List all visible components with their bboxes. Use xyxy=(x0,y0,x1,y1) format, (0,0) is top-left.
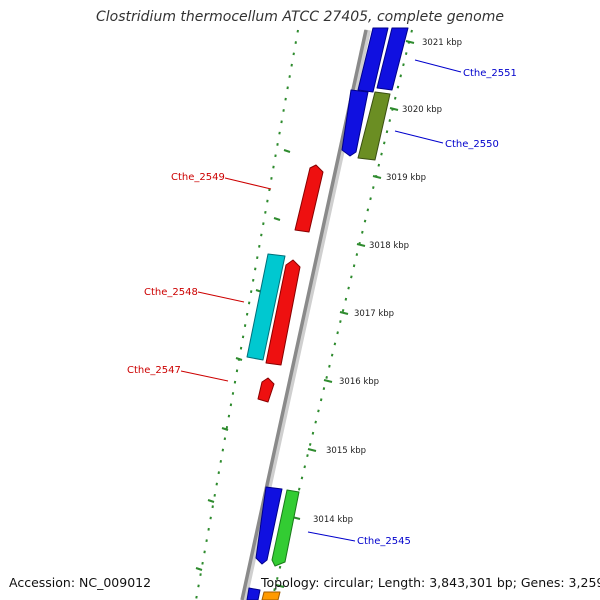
cds-red-feature[interactable] xyxy=(294,164,324,233)
cds-cyan-feature[interactable] xyxy=(246,253,286,361)
leader-cthe-2551 xyxy=(414,59,462,73)
leader-cthe-2548 xyxy=(197,291,245,303)
kbp-label: 3019 kbp xyxy=(386,173,426,183)
kbp-label: 3018 kbp xyxy=(369,241,409,251)
gene-label-cthe-2547[interactable]: Cthe_2547 xyxy=(127,365,181,376)
gene-label-cthe-2548[interactable]: Cthe_2548 xyxy=(144,287,198,298)
map-title: Clostridium thermocellum ATCC 27405, com… xyxy=(96,9,504,25)
kbp-label: 3017 kbp xyxy=(354,309,394,319)
cds-blue-feature[interactable] xyxy=(255,486,283,565)
leader-cthe-2545 xyxy=(307,531,356,542)
kbp-label: 3016 kbp xyxy=(339,377,379,387)
kbp-label: 3020 kbp xyxy=(402,105,442,115)
inner-major-ticks xyxy=(195,149,291,571)
major-ticks xyxy=(275,40,415,588)
cds-olive-feature[interactable] xyxy=(357,91,391,161)
topology-text: Topology: circular; Length: 3,843,301 bp… xyxy=(261,575,600,590)
cds-blue-feature[interactable] xyxy=(376,27,409,91)
cds-orange-feature[interactable] xyxy=(261,591,281,600)
gene-label-cthe-2545[interactable]: Cthe_2545 xyxy=(357,536,411,547)
inner-tick-ring xyxy=(195,29,299,600)
cds-green-feature[interactable] xyxy=(271,489,300,567)
leader-cthe-2550 xyxy=(394,130,444,144)
kbp-label: 3015 kbp xyxy=(326,446,366,456)
leader-cthe-2547 xyxy=(180,370,229,382)
cds-red-feature[interactable] xyxy=(265,259,301,366)
leader-cthe-2549 xyxy=(224,177,272,190)
cds-blue-feature[interactable] xyxy=(246,587,261,600)
kbp-label: 3014 kbp xyxy=(313,515,353,525)
cds-features xyxy=(246,27,409,600)
cds-blue-feature[interactable] xyxy=(357,27,389,93)
kbp-label: 3021 kbp xyxy=(422,38,462,48)
cds-red-feature[interactable] xyxy=(257,377,275,403)
gene-label-cthe-2551[interactable]: Cthe_2551 xyxy=(463,68,517,79)
gene-label-cthe-2549[interactable]: Cthe_2549 xyxy=(171,172,225,183)
gene-label-cthe-2550[interactable]: Cthe_2550 xyxy=(445,139,499,150)
label-leaders xyxy=(180,59,462,542)
accession-text: Accession: NC_009012 xyxy=(9,575,152,590)
cds-blue-feature[interactable] xyxy=(341,89,369,157)
